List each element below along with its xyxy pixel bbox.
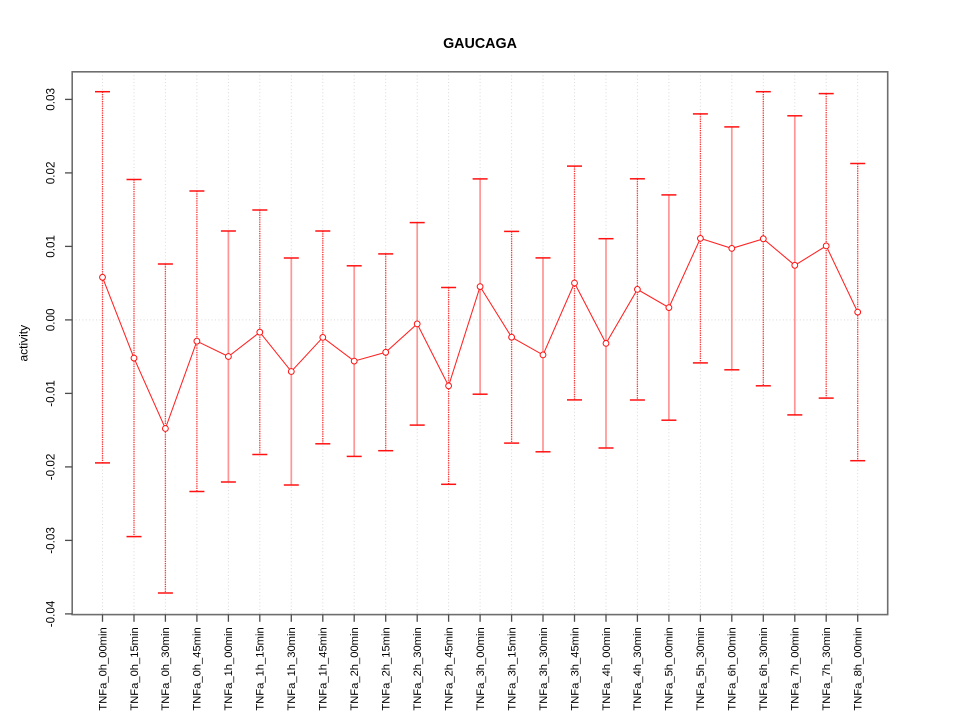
svg-text:TNFa_0h_45min: TNFa_0h_45min (192, 627, 204, 710)
svg-text:0.00: 0.00 (45, 308, 58, 331)
svg-text:TNFa_2h_15min: TNFa_2h_15min (381, 627, 393, 710)
svg-text:TNFa_7h_00min: TNFa_7h_00min (790, 627, 802, 710)
svg-text:0.01: 0.01 (45, 235, 58, 258)
svg-text:-0.01: -0.01 (45, 380, 58, 407)
svg-text:-0.04: -0.04 (45, 600, 58, 627)
svg-text:TNFa_2h_45min: TNFa_2h_45min (443, 627, 455, 710)
svg-text:TNFa_1h_00min: TNFa_1h_00min (223, 627, 235, 710)
svg-text:TNFa_3h_30min: TNFa_3h_30min (538, 627, 550, 710)
svg-text:TNFa_1h_45min: TNFa_1h_45min (318, 627, 330, 710)
svg-text:TNFa_5h_30min: TNFa_5h_30min (695, 627, 707, 710)
svg-text:GAUCAGA: GAUCAGA (443, 36, 517, 52)
svg-text:TNFa_3h_45min: TNFa_3h_45min (569, 627, 581, 710)
svg-text:TNFa_2h_30min: TNFa_2h_30min (412, 627, 424, 710)
svg-text:TNFa_4h_30min: TNFa_4h_30min (632, 627, 644, 710)
svg-text:0.02: 0.02 (45, 162, 58, 185)
svg-text:TNFa_1h_30min: TNFa_1h_30min (286, 627, 298, 710)
svg-text:TNFa_6h_00min: TNFa_6h_00min (727, 627, 739, 710)
svg-text:TNFa_2h_00min: TNFa_2h_00min (349, 627, 361, 710)
svg-text:TNFa_4h_00min: TNFa_4h_00min (601, 627, 613, 710)
svg-text:TNFa_1h_15min: TNFa_1h_15min (255, 627, 267, 710)
svg-text:-0.02: -0.02 (45, 454, 58, 481)
svg-text:activity: activity (17, 325, 31, 362)
svg-text:0.03: 0.03 (45, 88, 58, 111)
svg-text:TNFa_5h_00min: TNFa_5h_00min (664, 627, 676, 710)
svg-text:TNFa_0h_15min: TNFa_0h_15min (129, 627, 141, 710)
svg-text:TNFa_3h_00min: TNFa_3h_00min (475, 627, 487, 710)
svg-text:-0.03: -0.03 (45, 527, 58, 554)
svg-text:TNFa_3h_15min: TNFa_3h_15min (506, 627, 518, 710)
svg-text:TNFa_0h_30min: TNFa_0h_30min (160, 627, 172, 710)
svg-text:TNFa_7h_30min: TNFa_7h_30min (821, 627, 833, 710)
svg-text:TNFa_6h_30min: TNFa_6h_30min (758, 627, 770, 710)
svg-text:TNFa_8h_00min: TNFa_8h_00min (853, 627, 865, 710)
svg-text:TNFa_0h_00min: TNFa_0h_00min (97, 627, 109, 710)
